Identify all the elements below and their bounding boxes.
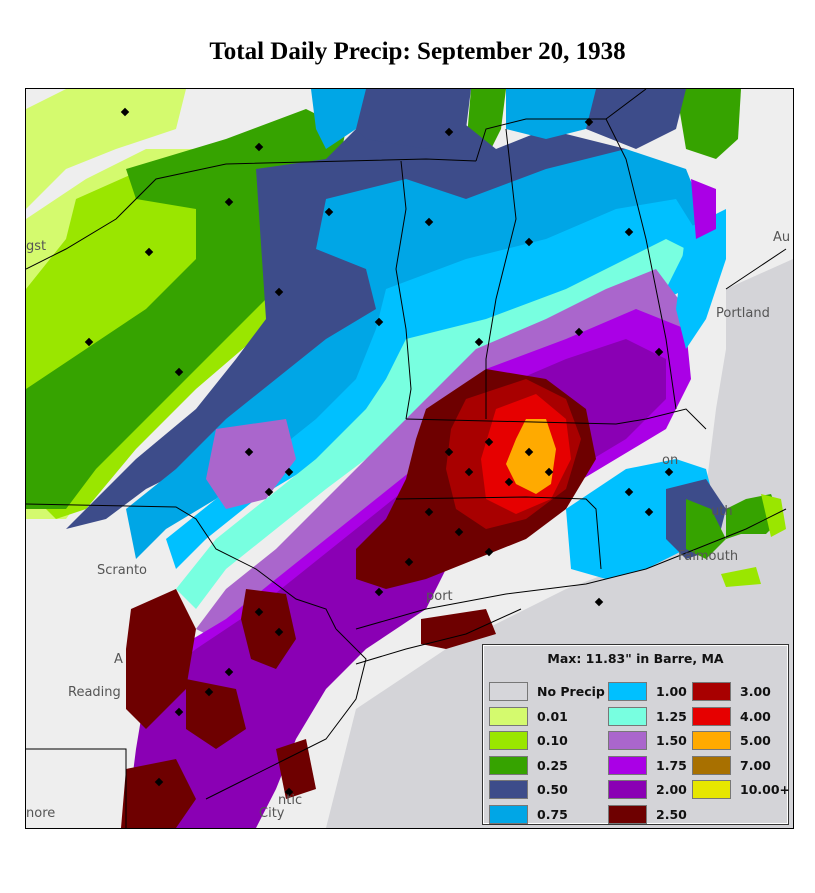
precip-map[interactable]: gst Au Portland on uth Falmouth Scranto …: [25, 88, 794, 829]
legend-swatch: [489, 780, 528, 799]
legend-label: 1.00: [656, 684, 687, 699]
legend-label: 0.01: [537, 708, 568, 724]
legend-label: 1.75: [656, 757, 687, 773]
city-label-plymouth: uth: [711, 504, 733, 519]
city-label-allentown: A: [114, 652, 123, 667]
legend-swatch: [608, 682, 647, 701]
legend-label: 0.25: [537, 757, 568, 773]
legend-label: 0.75: [537, 806, 568, 822]
city-label-atlantic: ntic: [278, 793, 303, 808]
precip-legend: Max: 11.83" in Barre, MA No Precip 0.01 …: [482, 644, 791, 825]
legend-swatch: [608, 706, 647, 726]
legend-swatch: [608, 780, 647, 799]
precip-contour-layer: [26, 89, 793, 828]
legend-swatch: [608, 804, 647, 824]
legend-swatch: [489, 682, 528, 701]
legend-label: 2.00: [656, 782, 687, 797]
legend-swatch: [489, 804, 528, 824]
legend-label: 10.00+: [740, 782, 791, 797]
legend-label: 1.50: [656, 733, 687, 748]
legend-label: 2.50: [656, 806, 687, 822]
city-label-falmouth: Falmouth: [678, 549, 739, 564]
legend-swatch: [692, 755, 731, 775]
legend-label: 0.10: [537, 733, 568, 748]
city-label: gst: [26, 239, 47, 254]
city-label-boston: on: [662, 453, 679, 468]
legend-label: 4.00: [740, 708, 771, 724]
city-label-city: City: [259, 806, 285, 821]
legend-label: No Precip: [537, 684, 605, 699]
city-label-reading: Reading: [68, 685, 121, 700]
legend-swatch: [692, 706, 731, 726]
legend-max-title: Max: 11.83" in Barre, MA: [547, 651, 724, 666]
legend-label: 7.00: [740, 757, 771, 773]
map-title: Total Daily Precip: September 20, 1938: [209, 38, 626, 65]
legend-swatch: [692, 731, 731, 750]
city-label-scranton: Scranto: [97, 563, 148, 578]
legend-swatch: [692, 780, 731, 799]
legend-swatch: [489, 731, 528, 750]
legend-swatch: [489, 706, 528, 726]
legend-swatch: [608, 731, 647, 750]
legend-label: 5.00: [740, 733, 771, 748]
city-label-portland: Portland: [716, 306, 770, 321]
legend-label: 0.50: [537, 782, 568, 797]
legend-label: 3.00: [740, 684, 771, 699]
legend-label: 1.25: [656, 708, 687, 724]
city-label-baltimore: nore: [26, 806, 56, 821]
legend-swatch: [489, 755, 528, 775]
city-label: Au: [773, 230, 791, 245]
legend-swatch: [692, 682, 731, 701]
city-label-bridgeport: port: [426, 589, 453, 604]
legend-swatch: [608, 755, 647, 775]
